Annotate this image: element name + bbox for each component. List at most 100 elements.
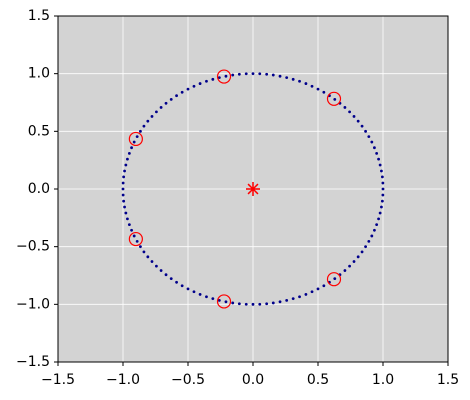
point [130, 228, 133, 232]
point [237, 302, 241, 306]
point [155, 110, 158, 114]
root-marker [128, 231, 143, 247]
point [380, 205, 383, 209]
point [377, 217, 380, 221]
point [251, 302, 255, 306]
y-tick-label: −0.5 [16, 239, 50, 255]
y-tick-label: −1.5 [16, 354, 50, 370]
point [175, 94, 178, 98]
point [310, 84, 314, 88]
x-tick-label: 0.5 [307, 372, 329, 388]
point [370, 140, 374, 144]
point [298, 79, 301, 83]
point [352, 115, 356, 118]
point [298, 295, 301, 299]
point [322, 284, 326, 288]
point [258, 302, 262, 306]
point [380, 175, 384, 179]
y-tick-label: 0.0 [28, 181, 50, 197]
point [251, 72, 255, 76]
point [343, 106, 347, 109]
point [126, 157, 129, 161]
point [381, 187, 385, 191]
point [278, 74, 282, 78]
point [217, 76, 221, 79]
point [122, 175, 126, 179]
point [364, 245, 367, 249]
point [316, 87, 320, 91]
point [291, 297, 295, 301]
point [367, 239, 371, 243]
point [375, 151, 379, 155]
point [360, 250, 364, 254]
point [211, 77, 215, 81]
point [169, 97, 173, 101]
point [123, 169, 126, 173]
star-marker [246, 182, 260, 196]
point [142, 124, 146, 128]
point [375, 223, 379, 227]
point [121, 187, 125, 191]
point [231, 73, 235, 77]
point [180, 284, 184, 288]
point [142, 250, 146, 254]
point [146, 255, 150, 259]
point [381, 193, 385, 197]
point [159, 106, 163, 109]
point [322, 90, 326, 94]
x-tick-label: −1.5 [41, 372, 75, 388]
point [224, 300, 228, 304]
point [127, 223, 131, 227]
root-marker [128, 131, 143, 147]
point [155, 264, 158, 268]
point [258, 72, 262, 76]
point [186, 287, 190, 291]
point [192, 290, 196, 294]
point [237, 72, 241, 76]
y-tick-label: 1.5 [28, 8, 50, 24]
point [285, 76, 289, 79]
point [211, 297, 215, 301]
point [271, 73, 275, 77]
point [224, 74, 228, 78]
point [192, 84, 196, 88]
point [121, 181, 125, 185]
point [146, 119, 150, 123]
point [164, 101, 168, 105]
point [139, 129, 142, 133]
x-tick-label: 1.5 [437, 372, 459, 388]
y-tick-label: 0.5 [28, 123, 50, 139]
point [378, 163, 382, 167]
root-marker [216, 294, 232, 309]
point [205, 295, 208, 299]
point [285, 299, 289, 302]
point [180, 90, 184, 94]
point [130, 146, 133, 150]
point [356, 119, 360, 123]
root-marker [326, 91, 342, 106]
point [244, 302, 248, 306]
point [370, 234, 374, 238]
point [121, 193, 125, 197]
x-tick-label: 1.0 [372, 372, 394, 388]
point [360, 124, 364, 128]
point [186, 87, 190, 91]
point [304, 82, 308, 85]
point [231, 301, 235, 305]
point [333, 97, 337, 101]
point [265, 302, 269, 306]
point [381, 181, 385, 185]
point [135, 239, 139, 243]
point [127, 151, 131, 155]
point [132, 140, 136, 144]
point [175, 280, 178, 284]
point [122, 199, 126, 203]
point [356, 255, 360, 259]
point [124, 163, 128, 167]
point [150, 115, 154, 118]
x-tick-label: −0.5 [171, 372, 205, 388]
point [377, 157, 380, 161]
point [139, 245, 142, 249]
point [304, 293, 308, 296]
